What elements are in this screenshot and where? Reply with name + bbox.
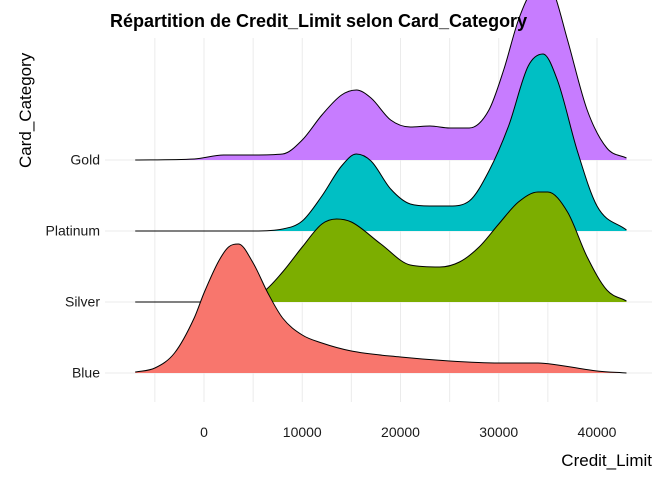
x-tick-label: 30000 [479,424,518,440]
y-axis-title: Card_Category [16,52,35,168]
y-tick-label-gold: Gold [70,152,100,168]
ridge-line-blue [135,243,627,374]
y-tick-label-blue: Blue [72,365,100,381]
y-tick-labels: Blue Silver Platinum Gold [46,152,101,381]
ridge-fill-silver [135,192,627,302]
x-tick-label: 40000 [578,424,617,440]
y-tick-label-silver: Silver [65,294,100,310]
x-tick-labels: 0 10000 20000 30000 40000 [200,424,617,440]
x-tick-label: 0 [200,424,208,440]
ridge-fill-gold [135,0,627,160]
chart-title: Répartition de Credit_Limit selon Card_C… [110,11,527,31]
ridge-line-silver [135,191,627,303]
x-tick-label: 10000 [283,424,322,440]
x-axis-title: Credit_Limit [561,451,652,470]
x-tick-label: 20000 [381,424,420,440]
ridge-fill-platinum [135,54,627,231]
y-tick-label-platinum: Platinum [46,223,100,239]
ridge-line-platinum [135,53,627,232]
ridge-fill-blue [135,244,627,373]
ridge-line-gold [135,0,627,161]
ridges [135,0,627,374]
